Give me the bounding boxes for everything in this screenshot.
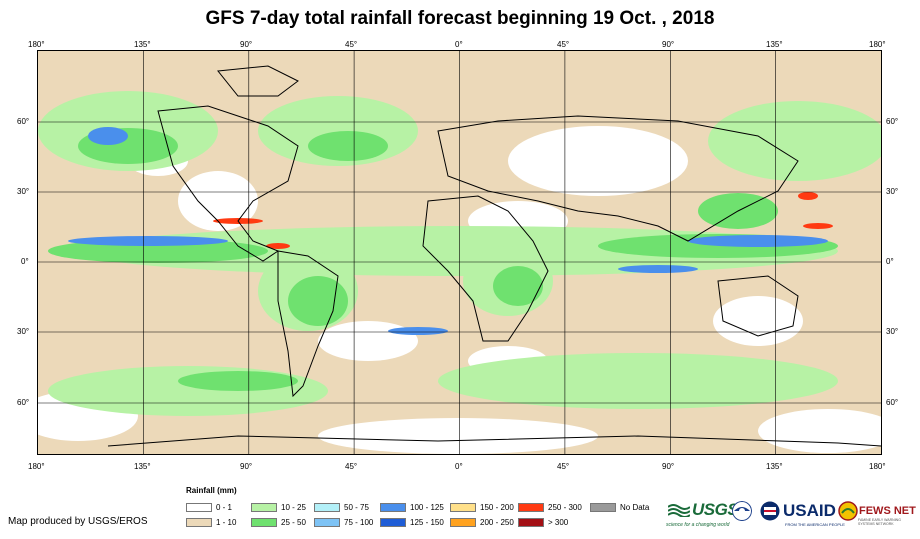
lat-label-left: 60° bbox=[17, 117, 30, 126]
lon-label-bottom: 45° bbox=[345, 462, 358, 471]
lon-label-top: 135° bbox=[134, 40, 151, 49]
lat-label-right: 60° bbox=[886, 117, 899, 126]
legend-item: 125 - 150 bbox=[380, 517, 444, 528]
coastlines bbox=[107, 65, 881, 447]
fewsnet-globe-icon bbox=[838, 501, 858, 521]
australia-outline bbox=[717, 275, 799, 337]
legend-swatch bbox=[186, 518, 212, 527]
legend-item: 75 - 100 bbox=[314, 517, 373, 528]
legend-label: 75 - 100 bbox=[344, 518, 374, 527]
lon-label-bottom: 135° bbox=[766, 462, 783, 471]
credit-text: Map produced by USGS/EROS bbox=[8, 516, 148, 527]
usgs-wave-icon bbox=[668, 504, 690, 517]
noaa-logo bbox=[732, 501, 752, 521]
legend-item: No Data bbox=[590, 502, 649, 513]
usgs-wordmark: USGS bbox=[692, 500, 739, 519]
lon-label-top: 90° bbox=[662, 40, 675, 49]
legend-swatch bbox=[380, 518, 406, 527]
graticule bbox=[38, 51, 881, 454]
south-america-outline bbox=[277, 250, 339, 398]
legend-item: 250 - 300 bbox=[518, 502, 582, 513]
usaid-tagline: FROM THE AMERICAN PEOPLE bbox=[785, 522, 845, 527]
lon-label-top: 0° bbox=[455, 40, 463, 49]
lat-label-right: 30° bbox=[886, 187, 899, 196]
legend-swatch bbox=[450, 518, 476, 527]
usaid-wordmark: USAID bbox=[783, 501, 836, 520]
legend-swatch bbox=[518, 503, 544, 512]
legend-item: 25 - 50 bbox=[251, 517, 306, 528]
lon-label-bottom: 180° bbox=[869, 462, 886, 471]
eurasia-outline bbox=[437, 115, 799, 242]
legend-label: 50 - 75 bbox=[344, 503, 369, 512]
lat-label-right: 30° bbox=[886, 327, 899, 336]
legend-label: 0 - 1 bbox=[216, 503, 233, 512]
legend-swatch bbox=[314, 518, 340, 527]
usaid-logo: USAID bbox=[760, 501, 836, 521]
legend-label: 250 - 300 bbox=[548, 503, 582, 512]
fewsnet-wordmark: FEWS NET bbox=[859, 505, 916, 517]
legend-item: 0 - 1 bbox=[186, 502, 232, 513]
legend-swatch bbox=[186, 503, 212, 512]
legend-swatch bbox=[518, 518, 544, 527]
lon-label-top: 180° bbox=[28, 40, 45, 49]
lat-label-left: 30° bbox=[17, 187, 30, 196]
very-heavy-rain-zones bbox=[68, 127, 828, 335]
lat-label-right: 0° bbox=[886, 257, 894, 266]
legend-title: Rainfall (mm) bbox=[186, 486, 237, 495]
africa-outline bbox=[422, 195, 549, 342]
legend-swatch bbox=[590, 503, 616, 512]
lat-label-right: 60° bbox=[886, 398, 899, 407]
usaid-seal-icon bbox=[760, 501, 780, 521]
lon-label-bottom: 180° bbox=[28, 462, 45, 471]
lat-label-left: 60° bbox=[17, 398, 30, 407]
legend-label: 1 - 10 bbox=[216, 518, 237, 527]
lon-label-top: 135° bbox=[766, 40, 783, 49]
legend-label: 200 - 250 bbox=[480, 518, 514, 527]
rainfall-map bbox=[37, 50, 882, 455]
greenland-outline bbox=[217, 65, 299, 97]
legend-item: 50 - 75 bbox=[314, 502, 369, 513]
lat-label-left: 0° bbox=[21, 257, 29, 266]
legend-label: 25 - 50 bbox=[281, 518, 306, 527]
legend-item: 100 - 125 bbox=[380, 502, 444, 513]
legend-swatch bbox=[314, 503, 340, 512]
legend-item: 1 - 10 bbox=[186, 517, 236, 528]
legend-item: 200 - 250 bbox=[450, 517, 514, 528]
noaa-seal-icon bbox=[732, 501, 752, 521]
legend-swatch bbox=[251, 503, 277, 512]
lon-label-bottom: 90° bbox=[662, 462, 675, 471]
legend-item: 10 - 25 bbox=[251, 502, 306, 513]
legend-label: 100 - 125 bbox=[410, 503, 444, 512]
usgs-logo: USGS bbox=[668, 500, 739, 520]
lon-label-top: 45° bbox=[557, 40, 570, 49]
antarctica-outline bbox=[107, 435, 881, 447]
north-america-outline bbox=[157, 105, 299, 262]
legend-item: > 300 bbox=[518, 517, 568, 528]
usgs-tagline: science for a changing world bbox=[666, 522, 730, 528]
legend-item: 150 - 200 bbox=[450, 502, 514, 513]
legend-label: No Data bbox=[620, 503, 650, 512]
lat-label-left: 30° bbox=[17, 327, 30, 336]
lon-label-bottom: 135° bbox=[134, 462, 151, 471]
legend-label: 10 - 25 bbox=[281, 503, 306, 512]
map-title: GFS 7-day total rainfall forecast beginn… bbox=[205, 8, 715, 29]
fewsnet-tagline: FAMINE EARLY WARNING SYSTEMS NETWORK bbox=[858, 518, 901, 526]
lon-label-top: 90° bbox=[240, 40, 253, 49]
rainfall-map-canvas bbox=[38, 51, 881, 454]
lon-label-bottom: 90° bbox=[240, 462, 253, 471]
legend-swatch bbox=[380, 503, 406, 512]
legend-label: > 300 bbox=[548, 518, 569, 527]
lon-label-top: 180° bbox=[869, 40, 886, 49]
lon-label-top: 45° bbox=[345, 40, 358, 49]
legend-swatch bbox=[450, 503, 476, 512]
legend-label: 125 - 150 bbox=[410, 518, 444, 527]
legend-swatch bbox=[251, 518, 277, 527]
fewsnet-logo: FEWS NET bbox=[838, 501, 916, 521]
lon-label-bottom: 0° bbox=[455, 462, 463, 471]
lon-label-bottom: 45° bbox=[557, 462, 570, 471]
legend-label: 150 - 200 bbox=[480, 503, 514, 512]
